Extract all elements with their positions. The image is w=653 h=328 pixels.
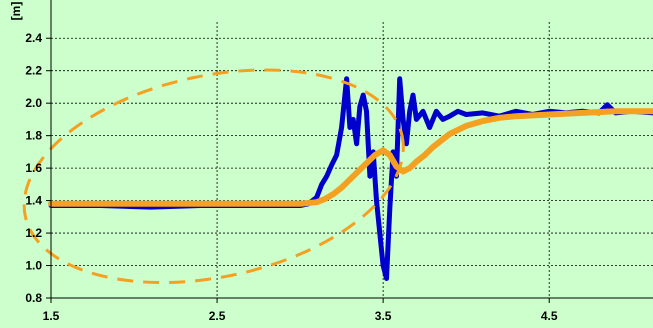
y-tick-label: 2.4 (25, 31, 42, 45)
x-tick-label: 2.5 (209, 309, 226, 323)
grid-lines (51, 22, 653, 298)
annotation-layer (22, 68, 405, 285)
y-unit-label: [m] (9, 2, 23, 21)
x-tick-label: 4.5 (541, 309, 558, 323)
y-tick-label: 1.8 (25, 129, 42, 143)
y-tick-label: 1.6 (25, 161, 42, 175)
x-tick-label: 1.5 (43, 309, 60, 323)
series-line-measured (48, 76, 653, 281)
y-tick-label: 2.2 (25, 64, 42, 78)
x-tick-label: 3.5 (375, 309, 392, 323)
tick-labels: 0.8 1.0 1.2 1.4 1.6 1.8 2.0 2.2 2.4 1.5 2.5 3.5 4.5 (25, 31, 558, 323)
y-tick-label: 0.8 (25, 291, 42, 305)
y-tick-label: 1.2 (25, 226, 42, 240)
dashed-ellipse-annotation (22, 68, 405, 285)
y-tick-label: 2.0 (25, 96, 42, 110)
y-tick-label: 1.4 (25, 194, 42, 208)
axes (46, 0, 653, 303)
y-tick-label: 1.0 (25, 259, 42, 273)
